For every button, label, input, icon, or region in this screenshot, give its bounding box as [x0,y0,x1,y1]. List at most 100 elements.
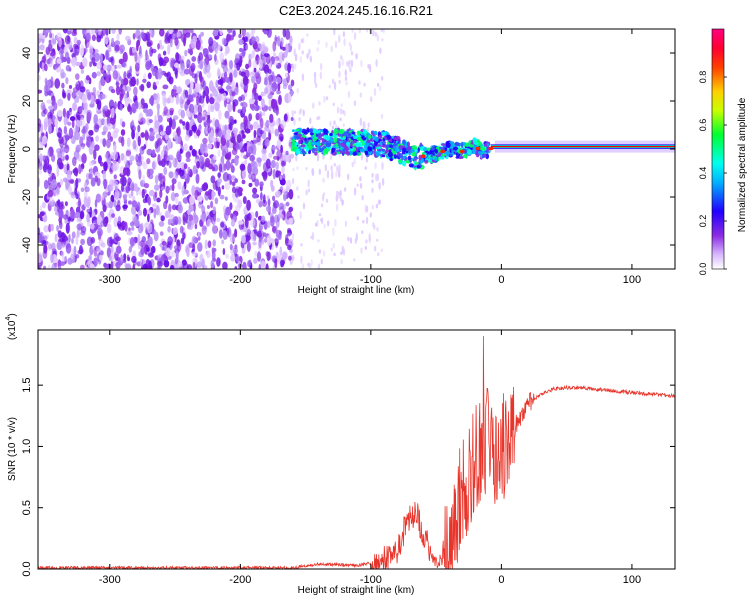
heatmap-noise-cell [75,193,79,200]
x-tick-label: 100 [623,274,641,286]
heatmap-noise-cell [110,116,116,125]
heatmap-noise-cell [218,163,223,173]
snr-y-ticks: 0.0 0.5 1.0 1.5 [21,378,675,577]
heatmap-faint-cell [365,216,369,225]
heatmap-faint-cell [344,220,348,228]
heatmap-noise-cell [102,204,107,213]
heatmap-noise-cell [96,71,101,77]
heatmap-noise-cell [123,221,127,228]
heatmap-faint-cell [381,161,384,171]
heatmap-faint-cell [375,173,378,182]
heatmap-faint-cell [293,110,297,114]
heatmap-noise-cell [63,125,68,135]
heatmap-signal-cell [468,144,475,148]
heatmap-signal-cell [407,146,411,150]
heatmap-noise-cell [62,108,66,118]
heatmap-noise-cell [94,52,101,62]
heatmap-noise-cell [105,138,111,149]
heatmap-faint-cell [293,118,296,126]
heatmap-signal-cell [476,153,480,158]
figure-title: C2E3.2024.245.16.16.R21 [279,3,433,18]
heatmap-noise-cell [286,179,292,190]
heatmap-noise-cell [172,29,177,34]
heatmap-noise-cell [65,154,69,161]
heatmap-faint-cell [307,188,311,193]
heatmap-signal-cell [478,141,482,146]
heatmap-faint-cell [365,239,368,244]
heatmap-faint-cell [333,120,336,126]
heatmap-noise-cell [43,179,49,190]
heatmap-faint-cell [296,166,299,170]
heatmap-noise-cell [47,164,52,175]
heatmap-signal-cell [331,147,336,152]
heatmap-noise-cell [162,84,169,90]
heatmap-noise-cell [81,153,87,164]
heatmap-noise-cell [276,90,281,95]
colorbar-frame [711,28,725,270]
heatmap-noise-cell [74,187,78,196]
heatmap-faint-cell [325,96,329,101]
heatmap-faint-cell [320,203,324,208]
heatmap-noise-cell [265,71,269,83]
heatmap-noise-cell [63,115,67,126]
heatmap-faint-cell [359,92,362,98]
heatmap-faint-cell [343,38,346,47]
heatmap-noise-cell [229,233,235,243]
heatmap-noise-cell [180,163,184,170]
heatmap-noise-cell [241,106,247,114]
heatmap-noise-cell [143,207,147,217]
heatmap-noise-cell [126,137,131,148]
heatmap-noise-cell [195,39,201,51]
heatmap-noise-cell [247,162,252,174]
heatmap-signal-cell [481,153,485,159]
heatmap-noise-cell [195,173,200,184]
heatmap-noise-cell [243,115,248,127]
heatmap-faint-cell [323,223,326,229]
heatmap-faint-cell [299,55,302,64]
heatmap-noise-cell [214,53,217,62]
heatmap-noise-cell [225,253,230,259]
heatmap-noise-cell [267,93,273,100]
y-tick-label: -20 [21,189,33,205]
y-tick-label: 1.5 [21,378,33,393]
heatmap-noise-cell [61,151,65,157]
heatmap-signal-cell [452,146,458,151]
heatmap-noise-cell [184,135,190,142]
heatmap-faint-cell [339,117,342,122]
heatmap-noise-cell [65,133,69,140]
heatmap-noise-cell [167,236,173,246]
heatmap-faint-cell [377,252,380,257]
heatmap-noise-cell [65,222,70,234]
heatmap-faint-cell [294,63,297,70]
heatmap-noise-cell [70,248,74,260]
heatmap-noise-cell [281,52,285,62]
heatmap-noise-cell [183,262,189,269]
heatmap-noise-cell [96,99,102,110]
x-tick-label: -300 [99,274,121,286]
heatmap-noise-cell [261,56,267,64]
heatmap-noise-cell [155,80,160,86]
heatmap-faint-cell [369,212,372,218]
heatmap-faint-cell [300,243,303,247]
heatmap-noise-cell [132,108,136,114]
heatmap-noise-cell [130,125,136,132]
heatmap-noise-cell [280,160,285,167]
heatmap-noise-cell [202,48,206,54]
heatmap-faint-cell [309,57,313,63]
heatmap-noise-cell [163,150,168,161]
heatmap-noise-cell [231,91,236,97]
heatmap-noise-cell [80,264,85,269]
heatmap-faint-cell [371,173,374,178]
heatmap-noise-cell [101,29,107,36]
heatmap-noise-cell [71,231,76,239]
heatmap-noise-cell [59,221,63,230]
heatmap-noise-cell [122,51,128,63]
heatmap-noise-cell [111,29,116,34]
heatmap-faint-cell [318,213,322,217]
heatmap-noise-cell [48,39,52,44]
heatmap-noise-cell [90,94,95,105]
heatmap-noise-cell [153,231,159,242]
heatmap-signal-cell [363,129,367,135]
heatmap-noise-cell [101,131,106,136]
heatmap-noise-cell [138,250,145,258]
